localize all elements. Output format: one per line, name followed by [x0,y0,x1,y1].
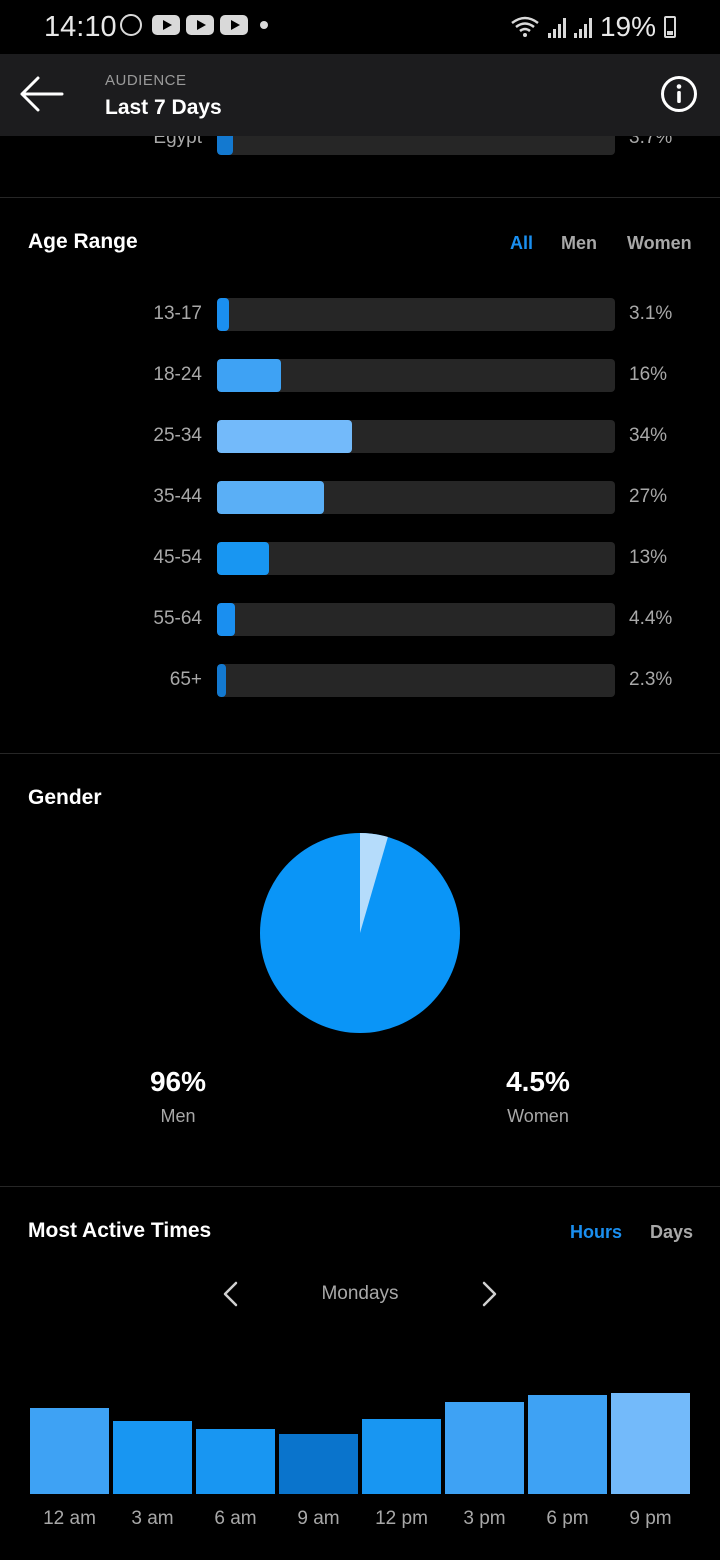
day-navigator: Mondays [0,1275,720,1315]
age-bar-fill [217,542,269,575]
hour-bar [528,1395,607,1494]
hour-tick-label: 9 pm [629,1508,672,1529]
age-bar-track [217,664,615,697]
section-divider [0,1186,720,1187]
tab-all[interactable]: All [510,233,534,253]
hour-bar [30,1408,109,1494]
chevron-left-icon[interactable] [216,1279,246,1309]
system-icons: 19% [510,11,676,43]
women-label: Women [507,1106,569,1126]
wifi-icon [511,16,539,37]
age-label: 45-54 [153,547,202,568]
header-subtitle: AUDIENCE [105,72,187,89]
age-range-title: Age Range [28,230,138,253]
age-bar-track [217,481,615,514]
youtube-icon [186,15,214,35]
hour-tick-label: 3 pm [463,1508,506,1529]
age-bar-track [217,359,615,392]
youtube-icon [152,15,180,35]
hour-tick-label: 12 pm [375,1508,428,1529]
age-bar-track [217,542,615,575]
hour-bar [113,1421,192,1494]
signal-icon [573,16,592,38]
men-percent: 96% [149,1066,207,1097]
selected-day: Mondays [321,1283,399,1304]
age-bar-fill [217,298,230,331]
age-label: 55-64 [153,608,202,629]
battery-icon [664,16,676,38]
age-bar-track [217,603,615,636]
youtube-icon [220,15,248,35]
age-row: 25-34 34% [0,420,720,454]
age-bar-track [217,298,615,331]
age-bar-fill [217,359,281,392]
age-bar-fill [217,420,353,453]
more-notifications-dot-icon [260,21,268,29]
gender-title: Gender [28,786,102,809]
age-bar-fill [217,481,325,514]
gender-pie-chart [260,833,460,1033]
info-icon[interactable] [660,75,698,113]
age-row: 18-24 16% [0,359,720,393]
whatsapp-icon [120,14,142,36]
most-active-times-title: Most Active Times [28,1219,212,1242]
age-value: 4.4% [629,608,673,629]
tab-men[interactable]: Men [561,233,597,253]
page-title: Last 7 Days [105,96,222,119]
hour-bar [279,1434,358,1494]
age-label: 35-44 [153,486,202,507]
men-label: Men [160,1106,196,1126]
hour-tick-label: 12 am [43,1508,96,1529]
back-arrow-icon[interactable] [18,74,64,114]
hour-bar [362,1419,441,1494]
hour-tick-label: 3 am [131,1508,174,1529]
age-bar-track [217,420,615,453]
hour-tick-label: 6 am [214,1508,257,1529]
hour-tick-label: 6 pm [546,1508,589,1529]
section-divider [0,197,720,198]
hour-tick-label: 9 am [297,1508,340,1529]
women-percent: 4.5% [506,1066,570,1097]
tab-days[interactable]: Days [650,1222,694,1242]
status-bar: 14:10 19% [0,0,720,54]
notification-icons [120,14,268,36]
hour-bar [196,1429,275,1494]
status-time: 14:10 [44,11,117,43]
signal-icon [547,16,566,38]
hour-bar [445,1402,524,1494]
age-label: 65+ [169,669,202,690]
age-value: 3.1% [629,303,673,324]
age-bar-fill [217,603,235,636]
age-row: 55-64 4.4% [0,603,720,637]
hour-bar [611,1393,690,1494]
age-value: 2.3% [629,669,673,690]
age-row: 65+ 2.3% [0,664,720,698]
age-label: 13-17 [153,303,202,324]
age-value: 13% [629,547,668,568]
app-header: AUDIENCE Last 7 Days [0,54,720,136]
age-value: 34% [629,425,668,446]
age-row: 35-44 27% [0,481,720,515]
age-row: 13-17 3.1% [0,298,720,332]
battery-percent: 19% [599,11,656,42]
age-row: 45-54 13% [0,542,720,576]
age-bar-fill [217,664,227,697]
age-value: 27% [629,486,668,507]
tab-women[interactable]: Women [627,233,692,253]
age-label: 25-34 [153,425,202,446]
section-divider [0,753,720,754]
chevron-right-icon[interactable] [474,1279,504,1309]
age-value: 16% [629,364,668,385]
pie-slice-women [360,833,388,933]
age-label: 18-24 [153,364,202,385]
tab-hours[interactable]: Hours [570,1222,623,1242]
